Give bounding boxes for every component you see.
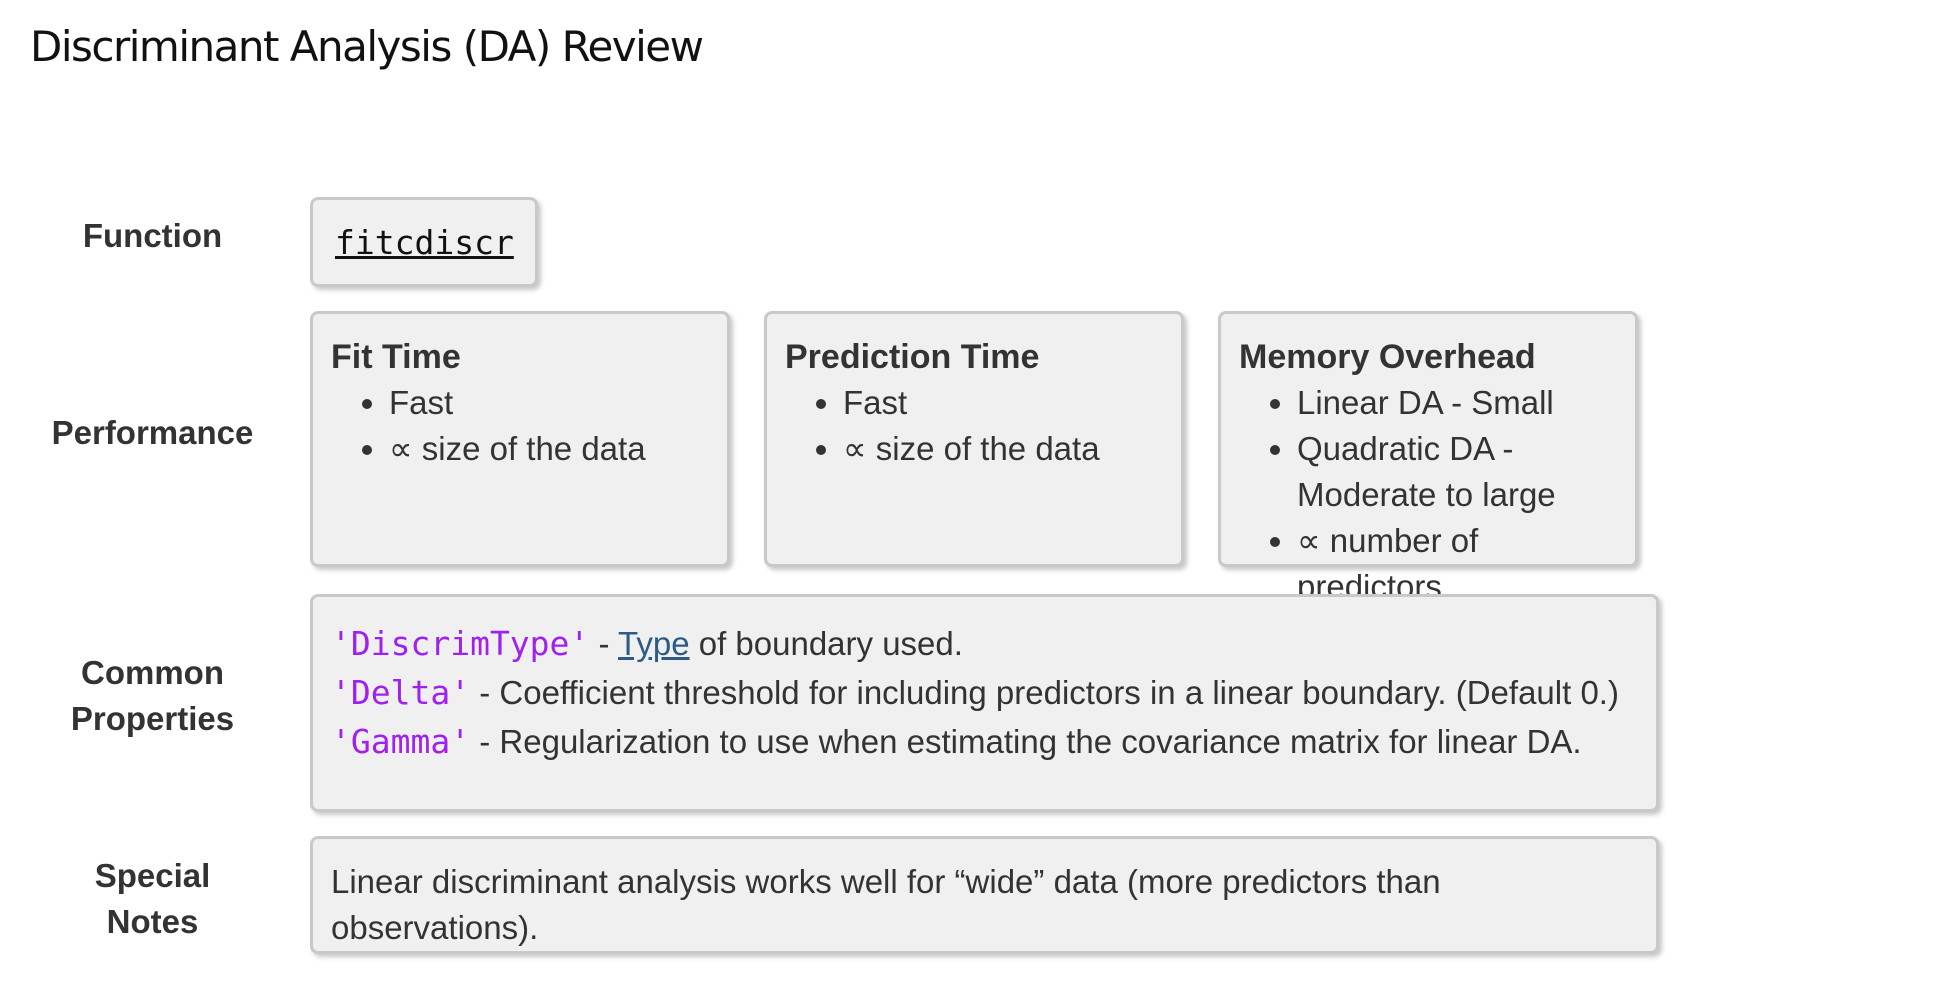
property-delta: 'Delta' - Coefficient threshold for incl… — [331, 668, 1638, 717]
function-row-label: Function — [82, 217, 223, 254]
property-separator: - — [470, 723, 500, 760]
special-notes-row-label: Special Notes — [30, 853, 275, 945]
type-link[interactable]: Type — [618, 625, 690, 662]
list-item: Fast — [389, 380, 709, 426]
special-notes-label-line-1: Special — [94, 857, 211, 894]
list-item: Fast — [843, 380, 1163, 426]
memory-overhead-heading: Memory Overhead — [1239, 338, 1536, 376]
common-properties-row-label: Common Properties — [30, 650, 275, 742]
fit-time-card: Fit Time Fast ∝ size of the data — [310, 311, 730, 567]
property-description: Regularization to use when estimating th… — [499, 723, 1582, 760]
property-gamma: 'Gamma' - Regularization to use when est… — [331, 717, 1638, 766]
property-description: Coefficient threshold for including pred… — [499, 674, 1619, 711]
page-title: Discriminant Analysis (DA) Review — [30, 22, 704, 71]
property-name: 'DiscrimType' — [331, 624, 590, 663]
prediction-time-list: Fast ∝ size of the data — [785, 380, 1163, 472]
memory-overhead-card: Memory Overhead Linear DA - Small Quadra… — [1218, 311, 1638, 605]
special-notes-text: Linear discriminant analysis works well … — [331, 863, 1441, 946]
property-name: 'Delta' — [331, 673, 471, 712]
prediction-time-heading: Prediction Time — [785, 338, 1040, 376]
function-card: fitcdiscr — [310, 197, 538, 287]
property-separator: - — [470, 674, 500, 711]
prediction-time-card: Prediction Time Fast ∝ size of the data — [764, 311, 1184, 567]
property-name: 'Gamma' — [331, 722, 471, 761]
list-item: Linear DA - Small — [1297, 380, 1617, 426]
property-description: of boundary used. — [689, 625, 963, 662]
list-item: Quadratic DA - Moderate to large — [1297, 426, 1617, 518]
property-discrimtype: 'DiscrimType' - Type of boundary used. — [331, 619, 1638, 668]
list-item: ∝ number of predictors — [1297, 518, 1617, 610]
special-notes-card: Linear discriminant analysis works well … — [310, 836, 1659, 954]
fitcdiscr-link[interactable]: fitcdiscr — [335, 223, 514, 262]
performance-row-label: Performance — [51, 414, 254, 451]
fit-time-list: Fast ∝ size of the data — [331, 380, 709, 472]
list-item: ∝ size of the data — [389, 426, 709, 472]
special-notes-label-line-2: Notes — [106, 903, 199, 940]
list-item: ∝ size of the data — [843, 426, 1163, 472]
common-properties-card: 'DiscrimType' - Type of boundary used. '… — [310, 594, 1659, 812]
memory-overhead-list: Linear DA - Small Quadratic DA - Moderat… — [1239, 380, 1617, 610]
common-properties-label-line-1: Common — [81, 654, 224, 691]
property-separator: - — [589, 625, 619, 662]
fit-time-heading: Fit Time — [331, 338, 461, 376]
common-properties-label-line-2: Properties — [70, 700, 235, 737]
